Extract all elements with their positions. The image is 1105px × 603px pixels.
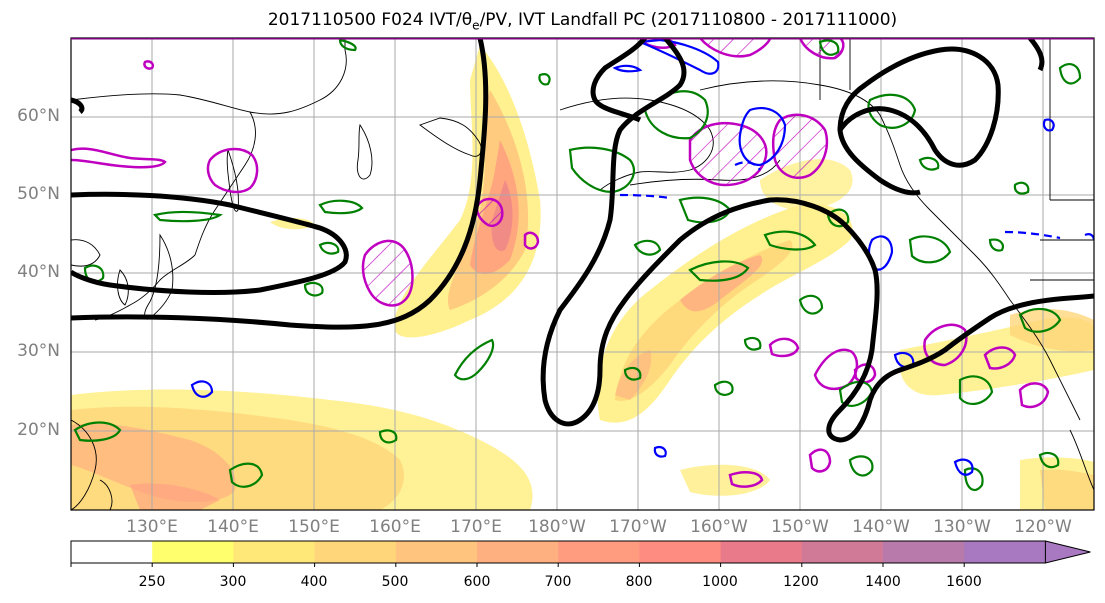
colorbar-segment bbox=[314, 541, 397, 563]
map-title: 2017110500 F024 IVT/θe/PV, IVT Landfall … bbox=[267, 10, 898, 33]
colorbar-tick-label: 1200 bbox=[783, 574, 819, 590]
graticule bbox=[71, 38, 1094, 510]
lat-label-60n: 60°N bbox=[17, 106, 60, 126]
colorbar-tick-label: 1600 bbox=[946, 574, 982, 590]
pc-landfall-contours bbox=[361, 38, 845, 307]
lon-label-160e: 160°E bbox=[369, 517, 421, 537]
colorbar-tick-label: 300 bbox=[219, 574, 247, 590]
colorbar-segment bbox=[558, 541, 640, 563]
lon-label-150e: 150°E bbox=[288, 517, 340, 537]
lon-label-170e: 170°E bbox=[450, 517, 502, 537]
colorbar-tick-label: 700 bbox=[544, 574, 572, 590]
colorbar-extend-arrow bbox=[1044, 540, 1091, 564]
lat-label-20n: 20°N bbox=[17, 420, 60, 440]
lon-label-130w: 130°W bbox=[933, 517, 991, 537]
colorbar-tick-label: 1000 bbox=[702, 574, 738, 590]
colorbar-segment bbox=[395, 541, 478, 563]
lon-label-170w: 170°W bbox=[609, 517, 667, 537]
colorbar-segment bbox=[964, 541, 1046, 563]
pc-landfall-outlines bbox=[71, 38, 1050, 488]
lon-label-180w: 180°W bbox=[528, 517, 586, 537]
colorbar-tick-label: 800 bbox=[625, 574, 653, 590]
colorbar-segment bbox=[477, 541, 559, 563]
lon-label-120w: 120°W bbox=[1014, 517, 1072, 537]
colorbar-tick-label: 600 bbox=[463, 574, 491, 590]
colorbar-segment bbox=[71, 541, 153, 563]
colorbar-segment bbox=[720, 541, 803, 563]
colorbar-tick-label: 1400 bbox=[865, 574, 901, 590]
pv-negative-contours bbox=[190, 38, 1094, 476]
colorbar-tick-label: 400 bbox=[300, 574, 328, 590]
colorbar-tick-label: 500 bbox=[381, 574, 409, 590]
colorbar-segment bbox=[152, 541, 234, 563]
lon-label-140w: 140°W bbox=[852, 517, 910, 537]
lat-label-40n: 40°N bbox=[17, 262, 60, 282]
lon-label-130e: 130°E bbox=[126, 517, 178, 537]
pv-positive-contours bbox=[73, 38, 1082, 492]
colorbar bbox=[70, 540, 1091, 567]
lon-label-150w: 150°W bbox=[771, 517, 829, 537]
colorbar-segment bbox=[233, 541, 316, 563]
colorbar-segment bbox=[883, 541, 965, 563]
lat-label-30n: 30°N bbox=[17, 341, 60, 361]
lon-label-140e: 140°E bbox=[207, 517, 259, 537]
theta-e-contours bbox=[71, 38, 1094, 443]
colorbar-segment bbox=[801, 541, 884, 563]
lat-label-50n: 50°N bbox=[17, 184, 60, 204]
colorbar-tick-label: 250 bbox=[138, 574, 166, 590]
lon-label-160w: 160°W bbox=[690, 517, 748, 537]
colorbar-segment bbox=[639, 541, 722, 563]
